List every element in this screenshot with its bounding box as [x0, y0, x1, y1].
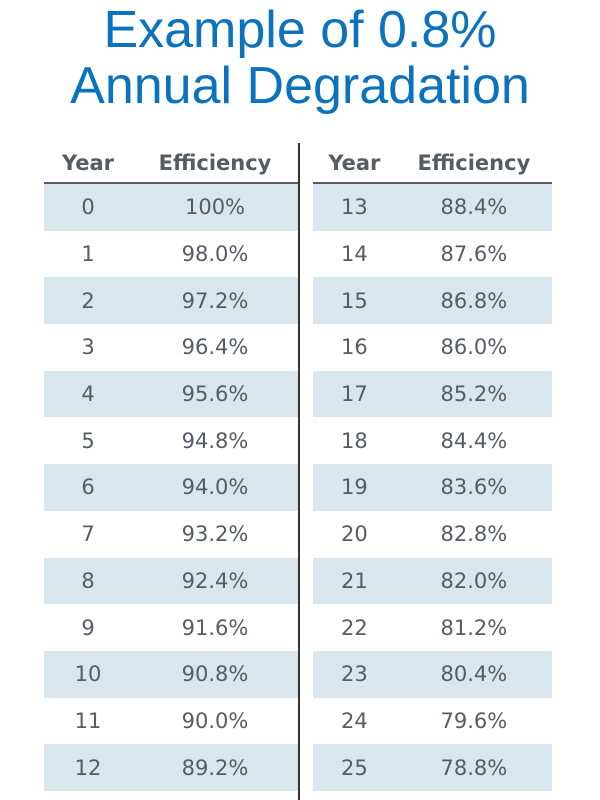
year-cell: 23 [341, 662, 368, 687]
efficiency-cell: 87.6% [440, 242, 508, 267]
efficiency-cell: 80.4% [440, 662, 508, 687]
table-row: 16 86.0% [313, 324, 552, 371]
table-row: 13 88.4% [313, 184, 552, 231]
year-cell: 7 [81, 522, 95, 547]
year-cell: 25 [341, 755, 368, 780]
column-divider [298, 143, 300, 800]
year-cell: 21 [341, 568, 368, 593]
efficiency-cell: 82.8% [440, 522, 508, 547]
table-row: 0 100% [44, 184, 298, 231]
table-row: 22 81.2% [313, 604, 552, 651]
header-year: Year [61, 150, 115, 175]
header-efficiency: Efficiency [158, 150, 272, 175]
efficiency-cell: 98.0% [181, 242, 249, 267]
table-row: 14 87.6% [313, 231, 552, 278]
table-row: 10 90.8% [44, 650, 298, 698]
table-row: 19 83.6% [313, 464, 552, 511]
table-row: 12 89.2% [44, 744, 298, 791]
table-row: 5 94.8% [44, 417, 298, 464]
efficiency-cell: 94.0% [181, 475, 249, 500]
year-cell: 22 [341, 615, 368, 640]
table-row: 23 80.4% [313, 650, 552, 698]
efficiency-cell: 90.0% [181, 708, 249, 733]
year-cell: 11 [74, 708, 102, 733]
title-line-1: Example of 0.8% [103, 1, 497, 59]
title-line-2: Annual Degradation [70, 57, 530, 115]
table-row: 20 82.8% [313, 511, 552, 558]
year-cell: 24 [341, 708, 368, 733]
year-cell: 4 [81, 382, 95, 407]
year-cell: 13 [341, 195, 368, 220]
table-row: 25 78.8% [313, 744, 552, 791]
year-cell: 10 [74, 662, 102, 687]
efficiency-cell: 88.4% [440, 195, 508, 220]
year-cell: 18 [341, 428, 368, 453]
table-row: 6 94.0% [44, 464, 298, 511]
efficiency-cell: 83.6% [440, 475, 508, 500]
efficiency-cell: 95.6% [181, 382, 249, 407]
header-efficiency: Efficiency [417, 150, 531, 175]
table-header: Year Efficiency [313, 143, 552, 184]
year-cell: 16 [341, 335, 368, 360]
page-title: Example of 0.8% Annual Degradation [0, 2, 600, 114]
efficiency-cell: 78.8% [440, 755, 508, 780]
efficiency-cell: 82.0% [440, 568, 508, 593]
year-cell: 12 [74, 755, 102, 780]
year-cell: 15 [341, 288, 368, 313]
efficiency-cell: 81.2% [440, 615, 508, 640]
efficiency-cell: 94.8% [181, 428, 249, 453]
efficiency-cell: 100% [184, 195, 246, 220]
year-cell: 20 [341, 522, 368, 547]
year-cell: 5 [81, 428, 95, 453]
efficiency-cell: 79.6% [440, 708, 508, 733]
table-row: 21 82.0% [313, 557, 552, 605]
efficiency-cell: 90.8% [181, 662, 249, 687]
year-cell: 9 [81, 615, 95, 640]
header-year: Year [328, 150, 381, 175]
table-row: 15 86.8% [313, 277, 552, 325]
year-cell: 6 [81, 475, 95, 500]
efficiency-cell: 92.4% [181, 568, 249, 593]
table-header: Year Efficiency [44, 143, 298, 184]
efficiency-cell: 96.4% [181, 335, 249, 360]
table-row: 7 93.2% [44, 511, 298, 558]
year-cell: 0 [81, 195, 95, 220]
table-left-half: Year Efficiency 0 100% 1 98.0% 2 97.2% 3 96.4% 4… [44, 143, 298, 791]
table-row: 4 95.6% [44, 370, 298, 418]
year-cell: 3 [81, 335, 95, 360]
year-cell: 17 [341, 382, 368, 407]
table-row: 24 79.6% [313, 698, 552, 745]
table-row: 17 85.2% [313, 370, 552, 418]
efficiency-cell: 84.4% [440, 428, 508, 453]
table-row: 9 91.6% [44, 604, 298, 651]
efficiency-cell: 97.2% [181, 288, 249, 313]
year-cell: 2 [81, 288, 95, 313]
table-row: 18 84.4% [313, 417, 552, 464]
efficiency-cell: 85.2% [440, 382, 508, 407]
efficiency-cell: 89.2% [181, 755, 249, 780]
efficiency-cell: 93.2% [181, 522, 249, 547]
table-right-half: Year Efficiency 13 88.4% 14 87.6% 15 86.8% 16 8… [298, 143, 552, 791]
efficiency-cell: 86.8% [440, 288, 508, 313]
table-row: 3 96.4% [44, 324, 298, 371]
table-row: 11 90.0% [44, 698, 298, 745]
year-cell: 14 [341, 242, 368, 267]
year-cell: 19 [341, 475, 368, 500]
year-cell: 1 [81, 242, 95, 267]
table-row: 8 92.4% [44, 557, 298, 605]
table-row: 1 98.0% [44, 231, 298, 278]
efficiency-cell: 86.0% [440, 335, 508, 360]
year-cell: 8 [81, 568, 95, 593]
efficiency-cell: 91.6% [181, 615, 249, 640]
table-row: 2 97.2% [44, 277, 298, 325]
